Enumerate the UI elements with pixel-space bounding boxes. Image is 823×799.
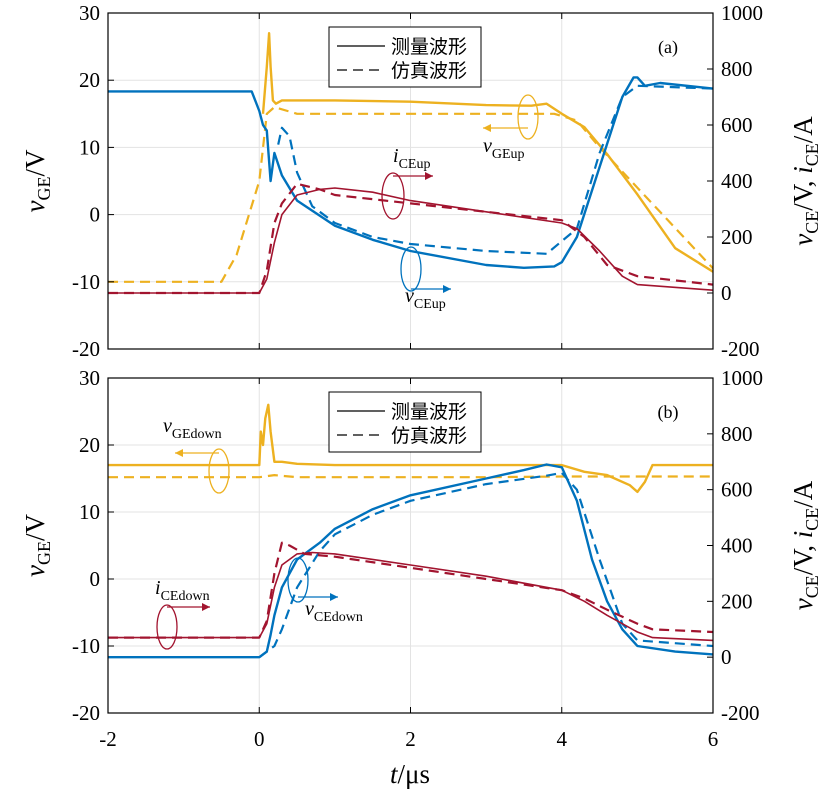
annotation-label: iCEup: [393, 145, 430, 172]
left-tick-label: -20: [72, 701, 100, 725]
right-tick-label: 1000: [721, 1, 763, 25]
annotation-vCEdown: vCEdown: [287, 557, 363, 625]
annotation-label: vGEdown: [163, 415, 222, 442]
series-line-vGEdown-dashed: [108, 474, 713, 479]
series-line-iCEup-dashed: [108, 182, 713, 295]
right-tick-label: 200: [721, 589, 753, 613]
annotation-ellipse: [208, 448, 230, 494]
annotation-arrow-head: [175, 449, 183, 457]
ylabel-left: vGE/V: [20, 149, 54, 212]
annotation-vCEup: vCEup: [400, 246, 451, 312]
legend-label-measured: 测量波形: [391, 401, 467, 423]
left-tick-label: -20: [72, 337, 100, 361]
legend-label-simulated: 仿真波形: [391, 60, 467, 82]
series-line-vCEup-dashed: [277, 84, 713, 255]
series-line-vCEdown-solid: [108, 463, 713, 659]
annotation-ellipse: [400, 246, 422, 292]
right-tick-label: 1000: [721, 366, 763, 390]
right-tick-label: 600: [721, 478, 753, 502]
x-tick-label: 0: [254, 727, 265, 751]
annotation-label: iCEdown: [155, 577, 210, 604]
right-tick-label: 0: [721, 645, 732, 669]
annotation-arrow-head: [330, 593, 338, 601]
right-tick-label: 400: [721, 169, 753, 193]
annotation-ellipse: [287, 557, 309, 603]
x-axis-label: t/μs: [390, 759, 430, 789]
series-line-vCEdown-dashed: [258, 471, 713, 659]
x-tick-label: -2: [99, 727, 117, 751]
annotation-ellipse: [517, 94, 539, 140]
annotation-arrow-head: [483, 124, 491, 132]
annotation-vGEup: vGEup: [483, 94, 539, 162]
left-tick-label: -10: [72, 634, 100, 658]
series-line-iCEup-solid: [108, 187, 713, 294]
legend-box: [328, 26, 482, 88]
right-tick-label: 200: [721, 225, 753, 249]
svg-text:vGE/V: vGE/V: [20, 149, 54, 212]
annotation-label: vCEup: [405, 285, 446, 312]
x-tick-label: 6: [708, 727, 719, 751]
series-line-iCEdown-dashed: [108, 541, 713, 639]
svg-text:vCE/V, iCE/A: vCE/V, iCE/A: [788, 480, 822, 610]
right-tick-label: -200: [721, 337, 760, 361]
right-tick-label: 600: [721, 113, 753, 137]
x-tick-label: 4: [557, 727, 568, 751]
right-tick-label: -200: [721, 701, 760, 725]
annotation-iCEdown: iCEdown: [155, 577, 210, 650]
annotation-iCEup: iCEup: [381, 145, 433, 220]
left-tick-label: 30: [79, 366, 100, 390]
left-tick-label: 10: [79, 135, 100, 159]
svg-text:vGE/V: vGE/V: [20, 514, 54, 577]
right-tick-label: 400: [721, 534, 753, 558]
panel-label: (a): [658, 37, 678, 58]
ylabel-left: vGE/V: [20, 514, 54, 577]
left-tick-label: 0: [90, 567, 101, 591]
x-tick-label: 2: [405, 727, 416, 751]
svg-text:vCE/V, iCE/A: vCE/V, iCE/A: [788, 116, 822, 246]
series-group: [108, 403, 713, 659]
annotation-arrow-head: [443, 285, 451, 293]
series-line-iCEdown-solid: [108, 551, 713, 642]
legend-label-measured: 测量波形: [391, 36, 467, 58]
annotation-ellipse: [156, 604, 178, 650]
annotation-arrow-head: [202, 603, 210, 611]
series-line-vGEdown-solid: [108, 403, 713, 494]
series-line-vGEup-dashed: [108, 106, 713, 283]
right-tick-label: 0: [721, 281, 732, 305]
right-tick-label: 800: [721, 422, 753, 446]
left-tick-label: 30: [79, 1, 100, 25]
panel-label: (b): [658, 402, 679, 423]
legend-box: [328, 391, 482, 453]
left-tick-label: 0: [90, 203, 101, 227]
ylabel-right: vCE/V, iCE/A: [788, 480, 822, 610]
series-group: [108, 32, 713, 295]
left-tick-label: 10: [79, 500, 100, 524]
left-tick-label: 20: [79, 68, 100, 92]
panel-a: 30 20 10 0 -10 -20 1000 800 600 400 200 0 -200 vGE/V v…: [20, 1, 822, 361]
annotation-ellipse: [381, 172, 405, 220]
left-tick-label: -10: [72, 270, 100, 294]
legend-label-simulated: 仿真波形: [391, 425, 467, 447]
right-tick-label: 800: [721, 57, 753, 81]
series-line-vCEup-solid: [108, 76, 713, 269]
annotation-label: vGEup: [483, 135, 525, 162]
ylabel-right: vCE/V, iCE/A: [788, 116, 822, 246]
annotation-label: vCEdown: [305, 598, 363, 625]
annotation-arrow-head: [425, 172, 433, 180]
annotation-vGEdown: vGEdown: [163, 415, 230, 494]
left-tick-label: 20: [79, 433, 100, 457]
